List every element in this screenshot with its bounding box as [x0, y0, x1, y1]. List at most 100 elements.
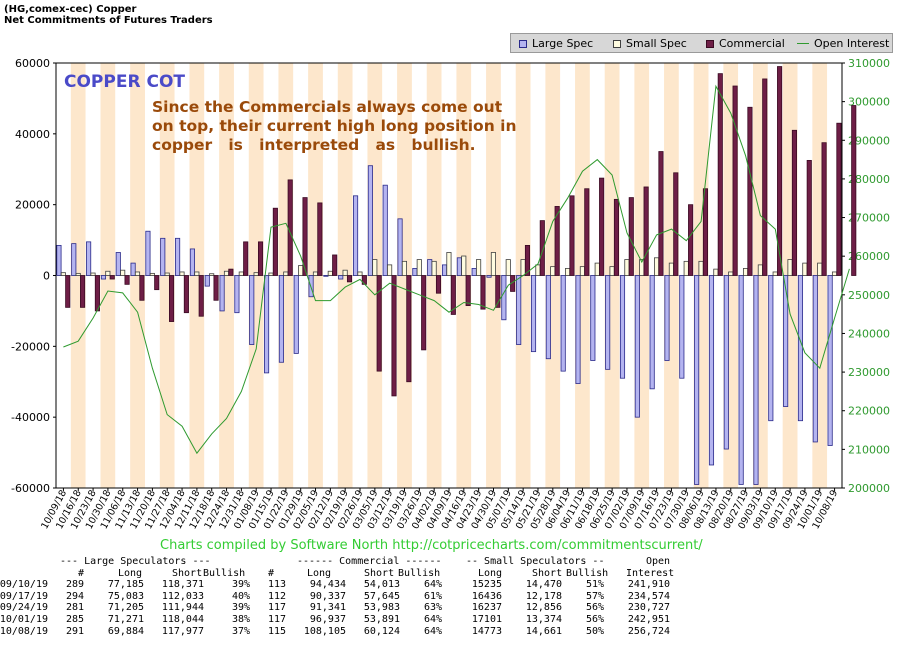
large-spec-bar — [797, 275, 804, 422]
small-spec-bar — [772, 271, 778, 276]
commercial-bar — [124, 275, 130, 285]
stats-cell: 90,337 — [309, 590, 346, 602]
stats-cell: 12,178 — [525, 590, 562, 602]
small-spec-bar — [372, 259, 378, 276]
small-spec-bar — [461, 255, 467, 276]
stats-cell: 56% — [585, 614, 604, 625]
commercial-bar — [421, 275, 427, 351]
commercial-bar — [673, 172, 679, 276]
commercial-bar — [495, 275, 501, 308]
commercial-bar — [717, 73, 723, 276]
large-spec-bar — [694, 275, 700, 485]
stats-col-header: Interest — [626, 567, 675, 579]
stats-cell: 112 — [267, 590, 286, 602]
open-interest-line — [63, 84, 850, 455]
report-subtitle: Net Commitments of Futures Traders — [4, 15, 213, 26]
small-spec-bar — [831, 271, 838, 276]
stats-col-header: Long — [118, 567, 143, 579]
stats-cell: 115 — [267, 625, 286, 637]
stats-cell: 60,124 — [363, 625, 400, 637]
report-title: (HG,comex-cec) Copper — [4, 4, 137, 15]
large-spec-bar — [71, 243, 77, 276]
small-spec-bar — [490, 252, 496, 276]
right-tick-label: 220000 — [848, 405, 890, 418]
stats-cell: 108,105 — [303, 625, 346, 637]
commercial-bar — [183, 275, 189, 314]
stats-cell: 230,727 — [627, 602, 670, 614]
commercial-bar — [109, 275, 115, 280]
large-spec-bar — [545, 275, 551, 360]
stats-cell: 56% — [585, 602, 604, 614]
commercial-bar — [777, 66, 783, 276]
stats-cell: 64% — [423, 579, 442, 591]
stats-cell: 71,271 — [107, 614, 144, 625]
stats-cell: 40% — [231, 590, 250, 602]
commercial-bar — [139, 275, 145, 301]
commercial-bar — [346, 275, 353, 283]
legend-item-large-spec: Large Spec — [519, 37, 593, 50]
stats-cell: 63% — [423, 602, 442, 614]
stats-group-large: --- Large Speculators --- — [60, 556, 211, 567]
commercial-bar — [702, 188, 708, 276]
left-tick-label: 0 — [43, 270, 50, 283]
legend-item-open-interest: Open Interest — [797, 37, 889, 50]
small-spec-bar — [416, 259, 422, 276]
large-spec-bar — [160, 237, 166, 276]
commercial-bar — [272, 207, 278, 276]
stats-cell: 38% — [231, 614, 250, 625]
small-spec-bar — [594, 262, 600, 276]
large-spec-bar — [649, 275, 655, 390]
stats-cell: 117 — [267, 614, 286, 625]
small-spec-bar — [698, 260, 704, 276]
stats-col-header: Bullish — [566, 567, 609, 579]
commercial-bar — [539, 220, 545, 276]
small-spec-bar — [223, 270, 230, 276]
small-spec-bar — [312, 271, 319, 276]
small-spec-bar — [609, 266, 615, 276]
right-tick-label: 280000 — [848, 173, 890, 186]
stats-cell: 15235 — [471, 579, 502, 591]
commercial-bar — [554, 206, 560, 276]
large-spec-bar — [768, 275, 774, 422]
stats-cell: 71,205 — [107, 602, 144, 614]
large-spec-bar — [471, 268, 477, 276]
commercial-bar — [791, 129, 797, 276]
commercial-bar — [569, 195, 575, 276]
stats-col-header: Short — [172, 567, 203, 579]
right-tick-label: 310000 — [848, 57, 890, 70]
commercial-bar — [821, 142, 827, 276]
commercial-bar — [747, 106, 753, 276]
commercial-bar — [465, 275, 471, 307]
stats-col-header: Bullish — [398, 567, 441, 579]
large-spec-bar — [708, 275, 715, 466]
chart-annotation-line: copper is interpreted as bullish. — [152, 136, 476, 154]
small-spec-bar — [565, 268, 571, 276]
stats-cell: 54,013 — [363, 579, 400, 591]
commercial-bar — [584, 188, 590, 276]
large-spec-bar — [441, 264, 448, 276]
small-spec-bar — [446, 252, 452, 276]
commercial-swatch-icon — [706, 39, 714, 48]
large-spec-bar — [783, 275, 789, 407]
legend-label-open-interest: Open Interest — [814, 37, 890, 50]
stats-cell: 118,044 — [161, 614, 204, 625]
commercial-bar — [80, 275, 86, 308]
commercial-bar — [376, 275, 382, 372]
large-spec-bar — [219, 275, 225, 312]
stats-cell: 112,033 — [161, 590, 204, 602]
large-spec-bar — [338, 275, 344, 280]
small-spec-bar — [387, 264, 393, 276]
left-tick-label: -20000 — [11, 340, 50, 353]
large-spec-bar — [723, 275, 729, 450]
large-spec-bar — [427, 259, 433, 276]
small-spec-bar — [209, 273, 215, 276]
small-spec-bar — [164, 272, 170, 276]
commercial-bar — [806, 159, 812, 276]
small-spec-bar — [134, 271, 141, 276]
small-spec-bar — [357, 271, 363, 276]
large-spec-bar — [456, 257, 462, 276]
stats-cell: 37% — [231, 625, 250, 637]
stats-cell: 61% — [423, 590, 442, 602]
large-spec-bar — [115, 252, 121, 276]
small-spec-bar — [713, 268, 719, 276]
